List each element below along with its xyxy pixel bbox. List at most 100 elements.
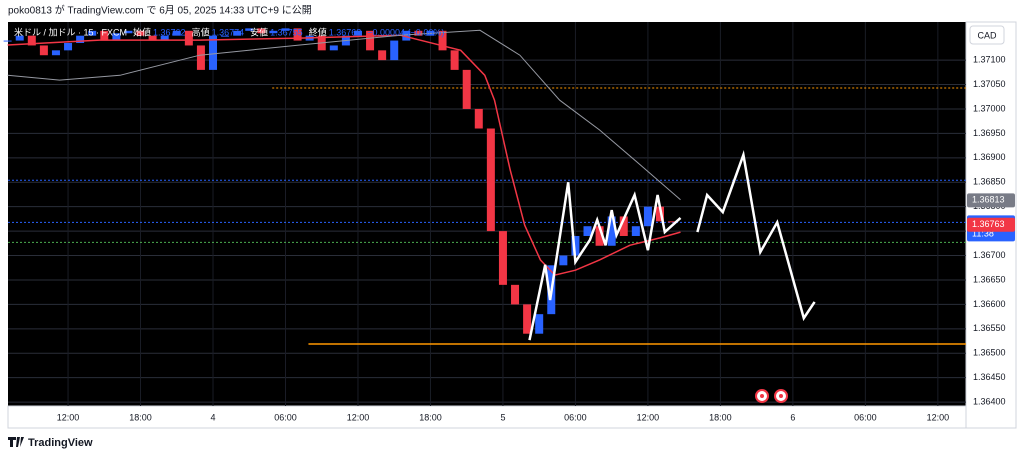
- legend-label: 始値: [133, 26, 151, 37]
- candle: [209, 35, 218, 70]
- candle: [535, 314, 544, 334]
- footer: TradingView: [28, 437, 93, 449]
- legend-value: 1.36774: [212, 27, 245, 37]
- candle: [51, 50, 60, 56]
- legend-label: 終値: [309, 26, 327, 37]
- candle: [136, 30, 145, 36]
- x-tick-label: 4: [211, 412, 216, 422]
- x-tick-label: 12:00: [637, 412, 660, 422]
- legend-change: −0.00004 (−0.00%): [367, 27, 444, 37]
- y-tick-label: 1.36400: [973, 396, 1006, 406]
- time-axis: [7, 405, 967, 429]
- x-tick-label: 5: [500, 412, 505, 422]
- candle: [414, 30, 423, 36]
- candle: [559, 255, 568, 266]
- candle: [595, 226, 604, 246]
- candle: [668, 221, 677, 223]
- candle: [353, 30, 362, 36]
- x-tick-label: 06:00: [564, 412, 587, 422]
- event-dot: [779, 394, 783, 398]
- candle: [607, 216, 616, 246]
- y-tick-label: 1.36700: [973, 250, 1006, 260]
- candle: [511, 284, 520, 305]
- currency: CAD: [977, 30, 997, 40]
- candle: [378, 50, 387, 61]
- candle: [293, 28, 302, 41]
- candle: [450, 50, 459, 70]
- candle: [233, 30, 242, 36]
- header: poko0813 が TradingView.com で 6月 05, 2025…: [8, 4, 312, 17]
- candle: [390, 40, 399, 61]
- legend-value: 1.36768: [329, 27, 362, 37]
- event-dot: [760, 394, 764, 398]
- y-tick-label: 1.36550: [973, 323, 1006, 333]
- x-tick-label: 06:00: [274, 412, 297, 422]
- candle: [462, 69, 471, 109]
- y-tick-label: 1.36850: [973, 177, 1006, 187]
- candle: [15, 35, 24, 41]
- y-tick-label: 1.36950: [973, 128, 1006, 138]
- candle: [112, 33, 121, 41]
- currency-button[interactable]: [969, 25, 1005, 45]
- candle: [3, 40, 12, 42]
- y-tick-label: 1.37100: [973, 54, 1006, 64]
- price-label: 1.36763: [972, 219, 1005, 229]
- candle: [583, 226, 592, 236]
- x-tick-label: 12:00: [347, 412, 370, 422]
- price-label: 1.36813: [972, 195, 1005, 205]
- moving-average: [7, 29, 681, 201]
- candle: [124, 30, 133, 34]
- x-tick-label: 06:00: [854, 412, 877, 422]
- candle: [184, 30, 193, 46]
- zigzag-drawing: [528, 150, 816, 341]
- logo: [8, 437, 24, 447]
- candle: [619, 216, 628, 236]
- candle: [571, 235, 580, 256]
- candle: [148, 35, 157, 41]
- x-tick-label: 12:00: [57, 412, 80, 422]
- x-tick-label: 6: [790, 412, 795, 422]
- x-tick-label: 18:00: [709, 412, 732, 422]
- y-tick-label: 1.37000: [973, 103, 1006, 113]
- legend-label: 安値: [250, 26, 268, 37]
- candle: [438, 30, 447, 51]
- x-tick-label: 18:00: [419, 412, 442, 422]
- x-tick-label: 12:00: [927, 412, 950, 422]
- y-tick-label: 1.36600: [973, 299, 1006, 309]
- candle: [27, 35, 36, 46]
- candle: [160, 35, 169, 41]
- candle: [498, 231, 507, 285]
- candle: [402, 30, 411, 41]
- candle: [172, 30, 181, 36]
- legend-value: 1.36762: [153, 27, 186, 37]
- candle: [76, 35, 85, 44]
- candle: [100, 30, 109, 41]
- y-tick-label: 1.36500: [973, 348, 1006, 358]
- candle: [366, 30, 375, 51]
- price-label-box: [967, 217, 1015, 232]
- candle: [643, 206, 652, 227]
- y-tick-label: 1.36650: [973, 274, 1006, 284]
- candle: [39, 45, 48, 56]
- candle: [196, 45, 205, 70]
- x-tick-label: 18:00: [129, 412, 152, 422]
- moving-average: [7, 34, 681, 276]
- candle: [329, 45, 338, 51]
- candle: [221, 35, 230, 37]
- candle: [245, 28, 254, 31]
- y-tick-label: 1.36450: [973, 372, 1006, 382]
- candle: [523, 304, 532, 334]
- legend-value: 1.36755: [270, 27, 303, 37]
- candle: [631, 226, 640, 236]
- candle: [64, 43, 73, 51]
- candle: [257, 28, 266, 34]
- candle: [486, 128, 495, 232]
- candle: [655, 206, 664, 222]
- y-tick-label: 1.36900: [973, 152, 1006, 162]
- price-label-box: [967, 193, 1015, 208]
- countdown: 11:38: [972, 229, 994, 239]
- candle: [88, 30, 97, 36]
- candle: [281, 28, 290, 31]
